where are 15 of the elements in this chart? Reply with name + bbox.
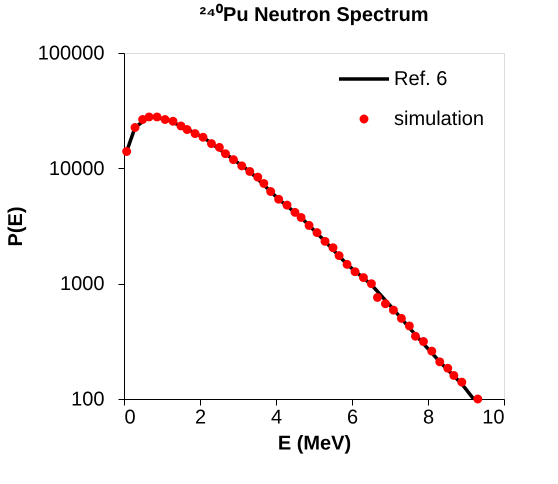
x-tick-label: 4 [270, 406, 282, 428]
y-tick-label: 100000 [38, 42, 104, 64]
x-tick-label: 10 [482, 406, 504, 428]
legend-label: Ref. 6 [394, 68, 448, 90]
x-tick-label: 6 [346, 406, 358, 428]
chart-title: ²⁴⁰Pu Neutron Spectrum [199, 3, 429, 26]
y-tick-label: 1000 [60, 273, 104, 296]
x-tick-label: 8 [422, 406, 434, 428]
x-tick-label: 2 [194, 406, 206, 428]
y-tick-label: 10000 [48, 158, 104, 180]
y-tick-label: 100 [71, 388, 104, 410]
x-tick-label: 0 [124, 406, 136, 428]
x-axis-title: E (MeV) [278, 432, 352, 454]
legend-label: simulation [394, 108, 484, 130]
y-axis-title: P(E) [4, 206, 27, 246]
